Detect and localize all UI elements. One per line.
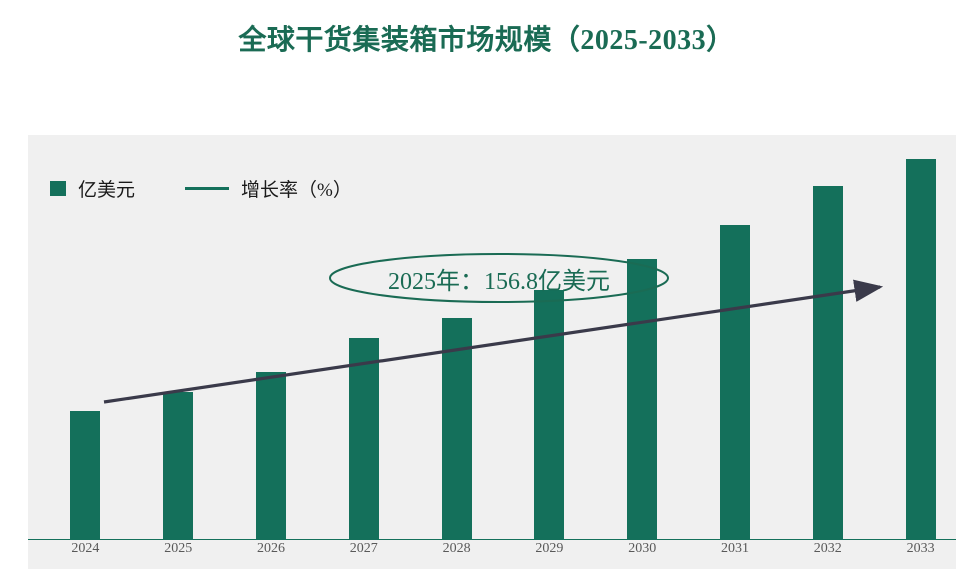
bar-2033[interactable] bbox=[905, 158, 936, 540]
x-tick-2025: 2025 bbox=[164, 541, 193, 556]
x-tick-2029: 2029 bbox=[535, 541, 564, 556]
legend-square-marker-icon bbox=[50, 181, 66, 196]
x-tick-2033: 2033 bbox=[906, 541, 935, 556]
annotation-ellipse-icon bbox=[329, 253, 669, 303]
bars-layer bbox=[28, 135, 956, 569]
x-tick-2027: 2027 bbox=[349, 541, 378, 556]
legend-item-bar[interactable]: 亿美元 bbox=[50, 175, 135, 202]
legend-item-growth-rate[interactable]: 增长率（%） bbox=[185, 175, 352, 202]
plot-area: 亿美元 增长率（%） 2025年：156.8亿美元 2024 2025 2026 20… bbox=[28, 135, 956, 569]
chart-title: 全球干货集装箱市场规模（2025-2033） bbox=[238, 25, 735, 56]
bar-2025[interactable] bbox=[163, 392, 194, 540]
x-axis-tick-labels: 2024 2025 2026 2027 2028 2029 2030 2031 2032 2033 bbox=[28, 541, 956, 567]
x-tick-2028: 2028 bbox=[442, 541, 471, 556]
legend-label-growth-rate: 增长率（%） bbox=[241, 180, 352, 201]
bar-2029[interactable] bbox=[534, 290, 565, 540]
x-tick-2030: 2030 bbox=[628, 541, 657, 556]
legend-line-marker-icon bbox=[185, 187, 230, 190]
bar-2024[interactable] bbox=[70, 410, 101, 540]
x-tick-2026: 2026 bbox=[257, 541, 285, 556]
bar-2027[interactable] bbox=[348, 337, 379, 540]
x-tick-2032: 2032 bbox=[813, 541, 842, 556]
bar-2028[interactable] bbox=[441, 317, 472, 540]
annotation-callout-text: 2025年：156.8亿美元 bbox=[388, 268, 610, 295]
legend-label-bar: 亿美元 bbox=[78, 180, 136, 201]
bar-2031[interactable] bbox=[720, 224, 750, 540]
chart-legend: 亿美元 增长率（%） bbox=[50, 175, 352, 202]
x-tick-2024: 2024 bbox=[71, 541, 100, 556]
bar-2032[interactable] bbox=[812, 186, 843, 540]
x-tick-2031: 2031 bbox=[721, 541, 749, 556]
bar-2026[interactable] bbox=[256, 372, 286, 540]
x-axis-line bbox=[28, 538, 956, 540]
